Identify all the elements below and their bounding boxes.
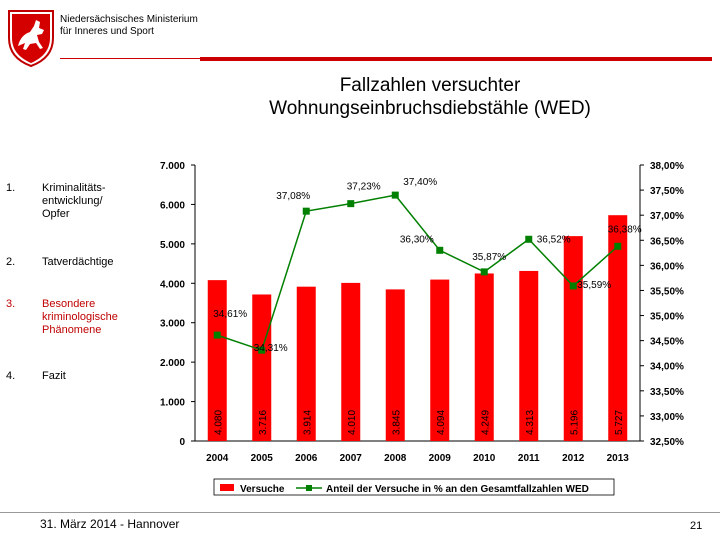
x-axis-category-label: 2012	[562, 453, 585, 464]
x-axis-category-label: 2004	[206, 453, 229, 464]
bar-value-label: 4.249	[480, 410, 491, 435]
legend-swatch-versuche	[220, 484, 234, 491]
line-value-label: 35,59%	[577, 280, 611, 291]
ministry-line-1: Niedersächsisches Ministerium	[60, 14, 198, 25]
slide-title-line-1: Fallzahlen versuchter	[339, 75, 521, 96]
ministry-name: Niedersächsisches Ministerium für Innere…	[60, 14, 198, 38]
right-axis-tick-label: 34,50%	[650, 337, 684, 348]
bar-value-label: 5.727	[614, 410, 625, 435]
legend-box	[213, 478, 615, 496]
right-axis-tick-label: 37,50%	[650, 186, 684, 197]
bar-versuche	[296, 286, 316, 441]
line-data-marker	[569, 282, 577, 290]
agenda-number: 4.	[6, 370, 16, 382]
header-rule-thin	[60, 58, 200, 59]
bar-versuche	[385, 289, 405, 441]
x-axis-category-label: 2011	[518, 453, 540, 464]
line-value-label: 36,30%	[400, 234, 434, 245]
line-data-marker	[302, 207, 310, 215]
bar-versuche	[519, 270, 539, 441]
line-value-label: 36,38%	[608, 224, 642, 235]
legend-swatch-marker	[306, 485, 312, 491]
line-value-label: 37,40%	[403, 177, 437, 188]
bar-value-label: 3.845	[391, 410, 402, 435]
legend-label-anteil: Anteil der Versuche in % an den Gesamtfa…	[326, 484, 589, 495]
line-data-marker	[347, 200, 355, 208]
right-axis-tick-label: 33,00%	[650, 412, 684, 423]
line-data-marker	[614, 242, 622, 250]
left-axis-tick-label: 2.000	[160, 358, 185, 369]
x-axis-category-label: 2009	[429, 453, 452, 464]
bar-versuche	[207, 280, 227, 441]
line-value-label: 35,87%	[472, 252, 506, 263]
bar-versuche	[608, 215, 628, 441]
page-number: 21	[690, 520, 703, 532]
bar-value-label: 4.313	[525, 410, 536, 435]
bar-versuche	[474, 273, 494, 441]
line-value-label: 36,52%	[537, 234, 571, 245]
right-axis-tick-label: 37,00%	[650, 211, 684, 222]
x-axis-category-label: 2006	[295, 453, 318, 464]
right-axis-tick-label: 32,50%	[650, 437, 684, 448]
bar-value-label: 5.196	[569, 410, 580, 435]
slide-title: Fallzahlen versuchter Wohnungseinbruchsd…	[230, 74, 630, 120]
right-axis-tick-label: 38,00%	[650, 161, 684, 172]
bar-value-label: 3.716	[258, 410, 269, 435]
left-axis-tick-label: 0	[179, 437, 185, 448]
left-axis-tick-label: 7.000	[160, 161, 185, 172]
bar-versuche	[252, 294, 272, 441]
bar-versuche	[430, 279, 450, 441]
left-axis-tick-label: 3.000	[160, 319, 185, 330]
bar-versuche	[563, 236, 583, 441]
line-data-marker	[480, 268, 488, 276]
line-value-label: 34,31%	[254, 343, 288, 354]
agenda-number: 2.	[6, 256, 16, 268]
line-data-marker	[213, 331, 221, 339]
agenda-label: Kriminalitäts- entwicklung/ Opfer	[42, 182, 106, 220]
bar-value-label: 3.914	[302, 410, 313, 435]
header-rule-thick	[200, 57, 712, 61]
footer-divider	[0, 512, 720, 513]
lower-saxony-coat-of-arms-icon	[8, 10, 54, 68]
right-axis-tick-label: 36,00%	[650, 261, 684, 272]
left-axis-tick-label: 4.000	[160, 279, 185, 290]
bar-value-label: 4.010	[347, 410, 358, 435]
agenda-number: 3.	[6, 298, 16, 310]
legend-label-versuche: Versuche	[240, 484, 285, 495]
line-value-label: 34,61%	[213, 309, 247, 320]
agenda-number: 1.	[6, 182, 16, 194]
right-axis-tick-label: 34,00%	[650, 362, 684, 373]
footer-date: 31. März 2014 - Hannover	[40, 517, 180, 531]
right-axis-tick-label: 35,50%	[650, 286, 684, 297]
line-anteil-versuche	[217, 194, 619, 352]
bar-value-label: 4.094	[436, 410, 447, 435]
x-axis-category-label: 2013	[607, 453, 630, 464]
left-axis-tick-label: 5.000	[160, 240, 185, 251]
bar-versuche	[341, 282, 361, 441]
x-axis-category-label: 2008	[384, 453, 407, 464]
line-value-label: 37,08%	[276, 191, 310, 202]
left-axis-tick-label: 6.000	[160, 200, 185, 211]
agenda-label: Tatverdächtige	[42, 256, 114, 268]
left-axis-tick-label: 1.000	[160, 398, 185, 409]
line-data-marker	[391, 191, 399, 199]
line-data-marker	[525, 235, 533, 243]
line-data-marker	[436, 246, 444, 254]
line-value-label: 37,23%	[347, 182, 381, 193]
line-data-marker	[258, 346, 266, 354]
x-axis-category-label: 2007	[340, 453, 363, 464]
bar-value-label: 4.080	[213, 410, 224, 435]
x-axis-category-label: 2005	[251, 453, 274, 464]
ministry-line-2: für Inneres und Sport	[60, 26, 154, 37]
x-axis-category-label: 2010	[473, 453, 496, 464]
slide-title-line-2: Wohnungseinbruchsdiebstähle (WED)	[269, 98, 591, 119]
agenda-label: Besondere kriminologische Phänomene	[42, 298, 118, 336]
right-axis-tick-label: 33,50%	[650, 387, 684, 398]
agenda-label: Fazit	[42, 370, 66, 382]
right-axis-tick-label: 35,00%	[650, 312, 684, 323]
right-axis-tick-label: 36,50%	[650, 236, 684, 247]
